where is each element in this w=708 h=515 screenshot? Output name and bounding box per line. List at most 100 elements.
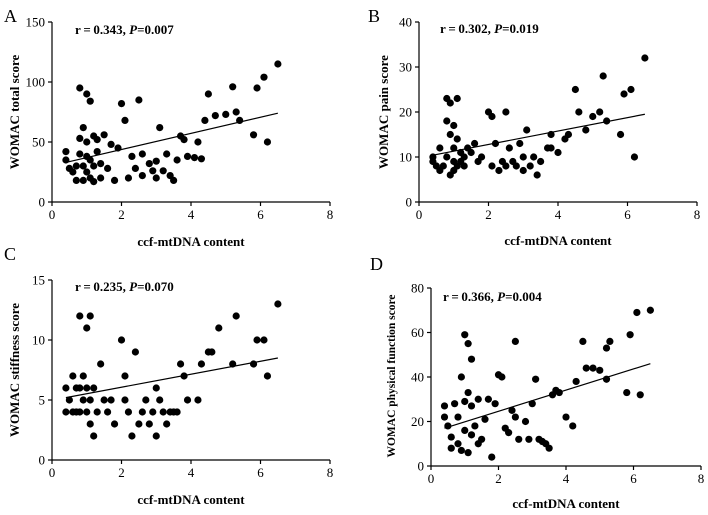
panel-a-data-point — [69, 168, 77, 176]
panel-d-data-point — [447, 433, 455, 441]
panel-a-data-point — [156, 124, 164, 132]
panel-b-data-point — [443, 117, 451, 125]
panel-c-data-point — [260, 336, 268, 344]
panel-a-data-point — [117, 100, 126, 108]
panel-a-x-axis-label: ccf-mtDNA content — [137, 234, 245, 249]
panel-c-y-tick-label: 10 — [32, 333, 45, 348]
panel-b-p-value: =0.019 — [502, 21, 539, 36]
panel-a-data-point — [72, 162, 80, 170]
panel-d-annotation: r = 0.366, P=0.004 — [443, 289, 542, 304]
panel-d-x-tick-label: 4 — [563, 471, 570, 486]
panel-b-data-point — [620, 90, 628, 98]
panel-b-data-point — [446, 130, 454, 139]
panel-d-data-point — [579, 337, 587, 345]
panel-a-data-point — [232, 108, 240, 116]
panel-d-data-point — [569, 422, 577, 430]
panel-d-data-point — [471, 422, 479, 430]
panel-a-data-point — [204, 90, 212, 98]
panel-c-annotation: r = 0.235, P=0.070 — [75, 279, 174, 294]
panel-a-data-point — [135, 96, 143, 104]
panel-a-data-point — [97, 160, 105, 168]
panel-d-data-point — [464, 449, 472, 457]
panel-d-data-point — [454, 413, 462, 421]
panel-a-data-point — [131, 164, 139, 172]
panel-b-data-point — [519, 153, 527, 161]
panel-d-data-point — [606, 337, 614, 345]
panel-a-data-point — [62, 156, 70, 164]
panel-a-data-point — [76, 84, 84, 92]
panel-c-data-point — [131, 348, 139, 356]
panel-d-data-point — [532, 375, 540, 383]
panel-b-data-point — [460, 162, 468, 170]
panel-a-data-point — [86, 156, 94, 164]
panel-b-data-point — [547, 130, 555, 139]
panel-a-data-point — [159, 167, 167, 175]
panel-d-data-point — [572, 377, 580, 386]
panel-d-data-point — [646, 306, 654, 314]
panel-d-y-tick-label: 20 — [411, 414, 424, 429]
panel-c-x-tick-label: 0 — [49, 465, 56, 480]
panel-a-data-point — [90, 162, 98, 170]
panel-a-data-point — [110, 176, 119, 184]
panel-a-data-point — [100, 131, 108, 139]
panel-b-data-point — [526, 162, 534, 170]
panel-d-data-point — [464, 340, 472, 348]
panel-d-data-point — [515, 435, 523, 443]
panel-b-data-point — [596, 108, 604, 116]
panel-b-y-tick-label: 0 — [406, 195, 413, 210]
panel-d-data-point — [467, 402, 476, 410]
panel-a-x-tick-label: 4 — [188, 207, 195, 222]
panel-c-x-tick-label: 6 — [257, 465, 264, 480]
panel-a-data-point — [194, 138, 202, 146]
panel-a-data-point — [253, 84, 261, 92]
panel-a-data-point — [97, 174, 105, 182]
panel-b-y-tick-label: 20 — [399, 105, 412, 120]
panel-a-data-point — [197, 155, 206, 163]
panel-b-r-value: r = 0.302, — [440, 21, 494, 36]
panel-d-y-tick-label: 0 — [418, 459, 425, 474]
panel-b-x-tick-label: 6 — [624, 207, 631, 222]
panel-d-data-point — [602, 344, 611, 352]
panel-a-data-point — [79, 176, 87, 184]
panel-a-data-point — [138, 172, 146, 180]
panel-b: B r = 0.302, P=0.019 ccf-mtDNA content W… — [368, 6, 700, 248]
panel-b-data-point — [502, 108, 510, 116]
panel-a-data-point — [170, 176, 178, 184]
panel-a-data-point — [152, 174, 160, 182]
panel-c-data-point — [138, 408, 146, 416]
panel-c-data-point — [183, 396, 192, 404]
panel-d-data-point — [528, 400, 536, 408]
panel-c-data-point — [76, 384, 84, 392]
panel-c-y-axis-label: WOMAC stiffness score — [7, 303, 22, 437]
panel-c-data-point — [100, 396, 108, 404]
panel-c-data-point — [274, 300, 282, 308]
panel-c-data-point — [86, 420, 94, 428]
panel-c-data-point — [173, 408, 181, 416]
panel-c-data-point — [194, 396, 202, 404]
panel-a-data-point — [260, 73, 268, 81]
panel-d-data-point — [508, 406, 516, 414]
panel-c-y-tick-label: 15 — [32, 273, 45, 288]
panel-c-data-point — [79, 372, 87, 380]
panel-b-x-axis-label: ccf-mtDNA content — [504, 233, 612, 248]
panel-c-letter: C — [4, 244, 16, 264]
panel-b-letter: B — [368, 6, 380, 26]
panel-d-data-point — [521, 417, 530, 426]
panel-a-y-tick-label: 100 — [26, 75, 46, 90]
panel-b-y-axis-label: WOMAC pain score — [376, 55, 391, 169]
panel-b-data-point — [453, 94, 461, 103]
panel-a-y-tick-label: 50 — [32, 135, 45, 150]
panel-c-x-tick-label: 2 — [118, 465, 125, 480]
panel-a-data-point — [149, 167, 157, 175]
panel-a-x-tick-label: 2 — [118, 207, 125, 222]
panel-c-data-point — [107, 396, 115, 404]
panel-b-data-point — [460, 153, 468, 161]
panel-c-data-point — [104, 408, 112, 416]
panel-a-data-point — [128, 152, 136, 160]
panel-c-data-point — [69, 372, 77, 380]
panel-c-data-point — [62, 384, 70, 392]
panel-a-data-point — [183, 152, 192, 160]
panel-d-data-point — [589, 364, 597, 372]
panel-c-data-point — [232, 312, 240, 320]
panel-b-annotation: r = 0.302, P=0.019 — [440, 21, 539, 36]
